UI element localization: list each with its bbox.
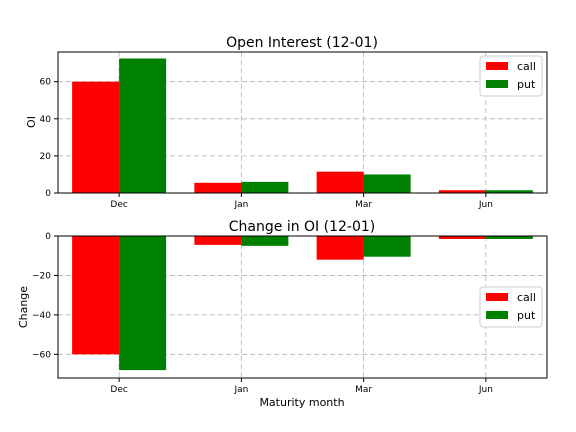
legend: call put [479, 55, 543, 97]
bar-put-mar [363, 236, 411, 257]
y-tick-label: 60 [40, 78, 52, 88]
legend-label-put: put [517, 78, 536, 91]
y-tick-label: 0 [45, 189, 51, 199]
plot-frame [57, 51, 548, 194]
chart-title: Change in OI (12-01) [229, 219, 375, 235]
legend-swatch-call [486, 62, 508, 70]
y-tick-label: 0 [45, 232, 51, 242]
x-axis-label: Maturity month [259, 396, 344, 409]
bar-call-dec [72, 81, 120, 193]
bar-call-jan [194, 236, 242, 245]
bar-put-dec [119, 58, 167, 193]
y-tick-label: −60 [32, 350, 51, 360]
open-interest-chart: Open Interest (12-01) OI 0 20 40 60 Dec Jan Ma… [25, 35, 548, 210]
bar-call-jun [438, 236, 486, 239]
y-axis-label: Change [17, 286, 30, 328]
bar-call-mar [316, 236, 364, 260]
x-tick-label: Jan [233, 385, 248, 395]
bar-put-jun [485, 236, 533, 239]
bar-put-jun [485, 190, 533, 193]
x-tick-label: Dec [110, 385, 127, 395]
plot-frame [57, 235, 548, 379]
legend: call put [479, 286, 543, 328]
y-tick-label: −40 [32, 311, 51, 321]
legend-swatch-put [486, 311, 508, 319]
legend-label-call: call [517, 291, 536, 304]
bar-call-jun [438, 190, 486, 193]
bar-put-dec [119, 236, 167, 371]
x-tick-label: Mar [355, 200, 372, 210]
y-tick-label: 20 [40, 152, 52, 162]
bar-call-dec [72, 236, 120, 355]
bar-call-mar [316, 171, 364, 193]
legend-swatch-call [486, 293, 508, 301]
x-tick-label: Jan [233, 200, 248, 210]
chart-title: Open Interest (12-01) [226, 35, 378, 51]
x-tick-label: Jun [478, 200, 493, 210]
x-tick-label: Jun [478, 385, 493, 395]
bar-put-jan [241, 236, 289, 246]
legend-label-put: put [517, 309, 536, 322]
bar-call-jan [194, 182, 242, 193]
y-axis-label: OI [25, 116, 38, 128]
change-in-oi-chart: Change in OI (12-01) Change Maturity mon… [17, 219, 548, 409]
x-tick-label: Mar [355, 385, 372, 395]
bar-put-jan [241, 181, 289, 193]
y-tick-label: 40 [40, 115, 52, 125]
legend-swatch-put [486, 80, 508, 88]
x-tick-label: Dec [110, 200, 127, 210]
bar-put-mar [363, 174, 411, 193]
y-tick-label: −20 [32, 271, 51, 281]
legend-label-call: call [517, 60, 536, 73]
